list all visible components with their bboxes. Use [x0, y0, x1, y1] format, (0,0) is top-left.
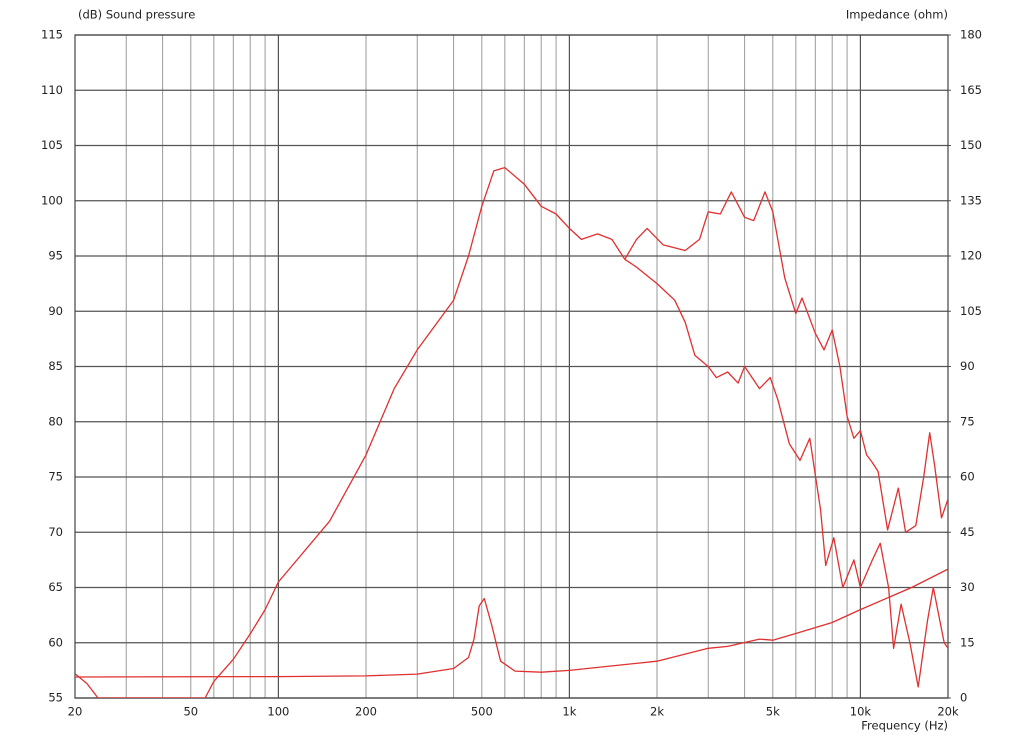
y-tick-label: 85: [48, 359, 63, 373]
y2-tick-label: 180: [960, 28, 982, 42]
x-tick-label: 1k: [562, 705, 576, 719]
x-axis-label: Frequency (Hz): [861, 719, 948, 733]
x-tick-label: 50: [183, 705, 198, 719]
y2-tick-label: 150: [960, 138, 982, 152]
y-tick-label: 80: [48, 414, 63, 428]
y2-tick-label: 0: [960, 691, 967, 705]
y2-tick-label: 60: [960, 470, 975, 484]
y-tick-label: 100: [41, 193, 63, 207]
y-tick-label: 65: [48, 580, 63, 594]
y-tick-label: 60: [48, 635, 63, 649]
y-tick-label: 110: [41, 83, 63, 97]
y2-tick-label: 120: [960, 249, 982, 263]
y-tick-label: 70: [48, 525, 63, 539]
y2-tick-label: 30: [960, 580, 975, 594]
series-line: [75, 166, 948, 698]
y-tick-label: 105: [41, 138, 63, 152]
y-tick-label: 95: [48, 249, 63, 263]
y-tick-label: 90: [48, 304, 63, 318]
series-line: [624, 258, 948, 688]
y-tick-label: 115: [41, 28, 63, 42]
plot-area: [75, 166, 948, 698]
x-tick-label: 2k: [650, 705, 664, 719]
x-tick-label: 100: [267, 705, 289, 719]
x-tick-label: 5k: [766, 705, 780, 719]
series-line: [75, 568, 948, 678]
y2-tick-label: 90: [960, 359, 975, 373]
plot-frame: [74, 34, 949, 699]
x-tick-label: 20: [68, 705, 83, 719]
y2-tick-label: 165: [960, 83, 982, 97]
y2-tick-label: 75: [960, 414, 975, 428]
x-tick-label: 500: [471, 705, 493, 719]
y-tick-label: 55: [48, 691, 63, 705]
y-axis-label: (dB) Sound pressure: [78, 8, 195, 22]
y2-tick-label: 45: [960, 525, 975, 539]
x-tick-label: 200: [355, 705, 377, 719]
y2-axis-label: Impedance (ohm): [846, 8, 948, 22]
y2-tick-label: 15: [960, 635, 975, 649]
y2-tick-label: 105: [960, 304, 982, 318]
y2-tick-label: 135: [960, 193, 982, 207]
y-tick-label: 75: [48, 470, 63, 484]
x-tick-label: 20k: [937, 705, 959, 719]
x-tick-label: 10k: [850, 705, 872, 719]
